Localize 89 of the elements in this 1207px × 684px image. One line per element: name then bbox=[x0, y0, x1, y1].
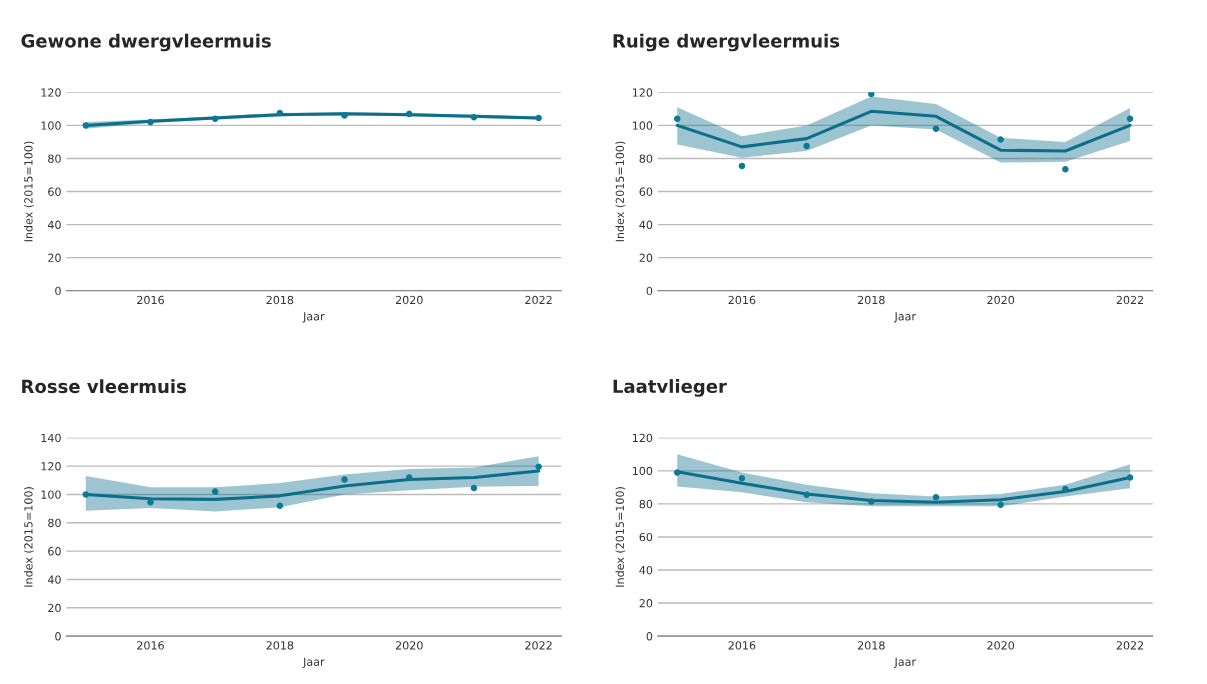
y-tick-label: 80 bbox=[639, 154, 653, 163]
point bbox=[341, 112, 348, 119]
point bbox=[276, 502, 284, 510]
y-tick-label: 0 bbox=[55, 632, 61, 641]
point bbox=[1126, 115, 1134, 123]
point bbox=[276, 109, 284, 117]
x-axis-title: Jaar bbox=[302, 657, 325, 668]
y-tick-label: 60 bbox=[639, 532, 653, 542]
point bbox=[405, 474, 413, 481]
point bbox=[211, 488, 219, 495]
y-tick-label: 20 bbox=[48, 603, 61, 613]
y-tick-label: 0 bbox=[646, 286, 653, 296]
y-tick-label: 80 bbox=[48, 154, 61, 163]
y-tick-label: 20 bbox=[48, 253, 61, 263]
point bbox=[997, 501, 1004, 508]
x-tick-label: 2022 bbox=[1116, 641, 1144, 650]
y-tick-label: 120 bbox=[632, 88, 653, 97]
y-tick-label: 80 bbox=[639, 499, 653, 509]
y-tick-label: 80 bbox=[48, 518, 61, 528]
point bbox=[147, 118, 154, 126]
y-axis-title: Index (2015=100) bbox=[24, 141, 34, 242]
y-tick-label: 0 bbox=[55, 286, 61, 296]
point bbox=[1126, 474, 1134, 481]
x-tick-label: 2020 bbox=[395, 295, 423, 305]
chart-title: Gewone dwergvleermuis bbox=[21, 33, 271, 52]
y-tick-label: 120 bbox=[41, 462, 61, 471]
y-tick-label: 100 bbox=[41, 490, 61, 499]
x-axis-title: Jaar bbox=[893, 312, 916, 323]
point bbox=[535, 463, 542, 471]
y-axis-title: Index (2015=100) bbox=[24, 487, 34, 587]
point bbox=[405, 110, 413, 118]
point bbox=[147, 498, 154, 506]
x-tick-label: 2016 bbox=[728, 641, 756, 650]
x-axis-title: Jaar bbox=[302, 312, 325, 323]
x-tick-label: 2022 bbox=[525, 641, 552, 650]
point bbox=[82, 122, 90, 129]
line-series bbox=[675, 109, 1132, 153]
point bbox=[470, 113, 478, 121]
y-axis-title: Index (2015=100) bbox=[615, 141, 626, 242]
x-tick-label: 2018 bbox=[266, 641, 294, 650]
y-tick-label: 40 bbox=[47, 220, 61, 229]
x-tick-label: 2020 bbox=[395, 641, 423, 650]
point bbox=[341, 476, 348, 483]
point bbox=[997, 136, 1004, 143]
x-tick-label: 2016 bbox=[728, 295, 756, 305]
y-tick-label: 120 bbox=[41, 88, 61, 97]
chart-title: Ruige dwergvleermuis bbox=[613, 33, 840, 52]
point bbox=[803, 491, 810, 499]
point bbox=[673, 469, 681, 476]
chart-title: Rosse vleermuis bbox=[22, 379, 186, 394]
point bbox=[535, 114, 542, 122]
point bbox=[1062, 165, 1069, 173]
x-tick-label: 2016 bbox=[137, 295, 164, 305]
y-tick-label: 140 bbox=[41, 433, 61, 443]
point bbox=[82, 491, 90, 498]
x-axis-title: Jaar bbox=[893, 657, 916, 668]
y-tick-label: 60 bbox=[48, 187, 61, 196]
point bbox=[1062, 485, 1069, 493]
x-tick-label: 2020 bbox=[987, 295, 1015, 305]
x-tick-label: 2022 bbox=[1116, 295, 1144, 305]
y-axis-title: Index (2015=100) bbox=[615, 487, 626, 587]
point bbox=[738, 475, 746, 482]
x-tick-label: 2016 bbox=[137, 641, 164, 650]
point bbox=[211, 115, 219, 123]
point bbox=[932, 494, 940, 501]
point bbox=[868, 498, 875, 505]
y-tick-label: 40 bbox=[639, 565, 653, 575]
y-tick-label: 60 bbox=[639, 187, 653, 196]
point bbox=[470, 484, 478, 492]
y-tick-label: 40 bbox=[47, 575, 61, 584]
x-tick-label: 2018 bbox=[857, 295, 885, 305]
y-tick-label: 40 bbox=[639, 220, 653, 229]
point bbox=[738, 162, 746, 170]
point bbox=[803, 142, 810, 150]
point bbox=[673, 115, 681, 123]
x-tick-label: 2018 bbox=[266, 295, 294, 305]
y-tick-label: 20 bbox=[639, 599, 653, 608]
chart-title: Laatvlieger bbox=[613, 379, 727, 397]
y-tick-label: 0 bbox=[646, 632, 653, 641]
y-tick-label: 100 bbox=[632, 121, 653, 130]
x-tick-label: 2022 bbox=[525, 295, 552, 305]
y-tick-label: 120 bbox=[632, 433, 653, 443]
y-tick-label: 60 bbox=[48, 547, 61, 556]
y-tick-label: 100 bbox=[41, 121, 61, 130]
y-tick-label: 20 bbox=[639, 253, 653, 263]
x-tick-label: 2018 bbox=[857, 641, 885, 650]
x-tick-label: 2020 bbox=[987, 641, 1015, 650]
y-tick-label: 100 bbox=[632, 466, 653, 476]
point bbox=[932, 125, 940, 132]
